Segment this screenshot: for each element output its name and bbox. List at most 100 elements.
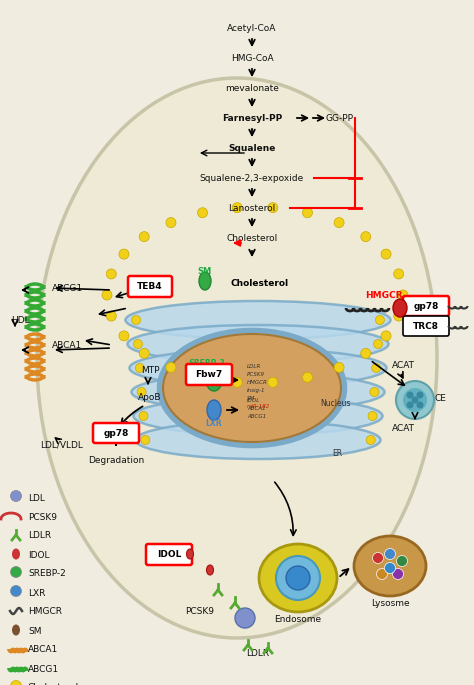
Circle shape (139, 232, 149, 242)
Text: GG-PP: GG-PP (326, 114, 354, 123)
Circle shape (396, 556, 408, 566)
Text: ABCG1: ABCG1 (247, 414, 266, 419)
Text: ER: ER (332, 449, 342, 458)
Ellipse shape (403, 388, 427, 412)
Circle shape (139, 349, 149, 358)
Circle shape (407, 392, 413, 399)
Text: CE: CE (435, 393, 447, 403)
Ellipse shape (199, 272, 211, 290)
Circle shape (10, 490, 21, 501)
Circle shape (334, 362, 344, 373)
Text: IDOL: IDOL (157, 550, 181, 559)
Circle shape (368, 412, 377, 421)
Text: TRC8: TRC8 (413, 321, 439, 330)
Circle shape (268, 203, 278, 212)
Circle shape (286, 566, 310, 590)
Circle shape (198, 372, 208, 382)
Circle shape (137, 388, 146, 397)
Text: HMGCR: HMGCR (247, 380, 268, 385)
Circle shape (268, 377, 278, 387)
Text: Fbw7: Fbw7 (195, 370, 223, 379)
Text: Degradation: Degradation (88, 456, 144, 464)
Text: LDLR: LDLR (28, 532, 51, 540)
Circle shape (381, 331, 391, 341)
Text: IDOL: IDOL (28, 551, 49, 560)
Circle shape (166, 362, 176, 373)
Ellipse shape (396, 381, 434, 419)
Ellipse shape (131, 373, 384, 411)
Text: Lanosterol: Lanosterol (228, 203, 275, 212)
Circle shape (135, 364, 144, 373)
Circle shape (235, 608, 255, 628)
Ellipse shape (186, 549, 193, 559)
Text: Cholesterol: Cholesterol (231, 279, 289, 288)
Ellipse shape (128, 325, 389, 363)
Circle shape (407, 401, 413, 408)
Ellipse shape (136, 421, 381, 459)
Text: SREBP-2: SREBP-2 (189, 359, 225, 368)
Circle shape (417, 392, 423, 399)
Text: SM: SM (247, 396, 255, 401)
Text: ABCA1: ABCA1 (52, 340, 82, 349)
Text: Squalene-2,3-expoxide: Squalene-2,3-expoxide (200, 173, 304, 182)
Circle shape (411, 397, 419, 403)
Text: Nucleus: Nucleus (320, 399, 350, 408)
Circle shape (232, 203, 242, 212)
Circle shape (374, 340, 383, 349)
Text: ACAT: ACAT (392, 360, 415, 369)
Text: LDLR: LDLR (247, 364, 261, 369)
Text: mevalonate: mevalonate (225, 84, 279, 92)
Ellipse shape (354, 536, 426, 596)
Text: Cholesterol: Cholesterol (28, 684, 79, 685)
Text: ABCG1: ABCG1 (52, 284, 83, 292)
Ellipse shape (163, 334, 341, 442)
Text: LXR: LXR (28, 588, 46, 597)
Circle shape (394, 311, 404, 321)
Text: Cholesterol: Cholesterol (227, 234, 278, 242)
Text: SM: SM (198, 266, 212, 275)
Text: gp78: gp78 (103, 429, 128, 438)
Circle shape (119, 249, 129, 259)
Ellipse shape (129, 349, 386, 387)
Circle shape (384, 549, 395, 560)
Text: LDL/VLDL: LDL/VLDL (41, 440, 83, 449)
Text: ABCA1: ABCA1 (28, 645, 58, 654)
Circle shape (394, 269, 404, 279)
Circle shape (375, 316, 384, 325)
Circle shape (417, 401, 423, 408)
Text: ABCA1: ABCA1 (247, 406, 265, 411)
Text: SM: SM (28, 627, 42, 636)
Circle shape (373, 553, 383, 564)
Ellipse shape (37, 78, 437, 638)
Text: ACAT: ACAT (392, 423, 415, 432)
FancyBboxPatch shape (403, 316, 449, 336)
FancyBboxPatch shape (93, 423, 139, 443)
Ellipse shape (12, 625, 20, 636)
Text: ABCG1: ABCG1 (28, 664, 59, 673)
Circle shape (302, 208, 312, 218)
Text: HMGCR: HMGCR (28, 608, 62, 616)
Ellipse shape (259, 544, 337, 612)
Circle shape (392, 569, 403, 580)
Circle shape (334, 218, 344, 227)
Ellipse shape (207, 400, 221, 420)
Circle shape (398, 290, 408, 300)
Circle shape (119, 331, 129, 341)
Text: Endosome: Endosome (274, 616, 321, 625)
Circle shape (366, 436, 375, 445)
Text: Lysosme: Lysosme (371, 599, 410, 608)
Circle shape (102, 290, 112, 300)
Text: HMGCR: HMGCR (365, 290, 402, 299)
FancyBboxPatch shape (128, 276, 172, 297)
Circle shape (198, 208, 208, 218)
FancyBboxPatch shape (403, 296, 449, 316)
Circle shape (10, 586, 21, 597)
Circle shape (132, 316, 141, 325)
Ellipse shape (134, 397, 383, 435)
Text: MTP: MTP (141, 366, 159, 375)
FancyBboxPatch shape (146, 544, 192, 565)
Circle shape (106, 269, 116, 279)
Text: miR-182: miR-182 (247, 404, 270, 409)
Text: HMG-CoA: HMG-CoA (231, 53, 273, 62)
Text: Squalene: Squalene (228, 143, 276, 153)
